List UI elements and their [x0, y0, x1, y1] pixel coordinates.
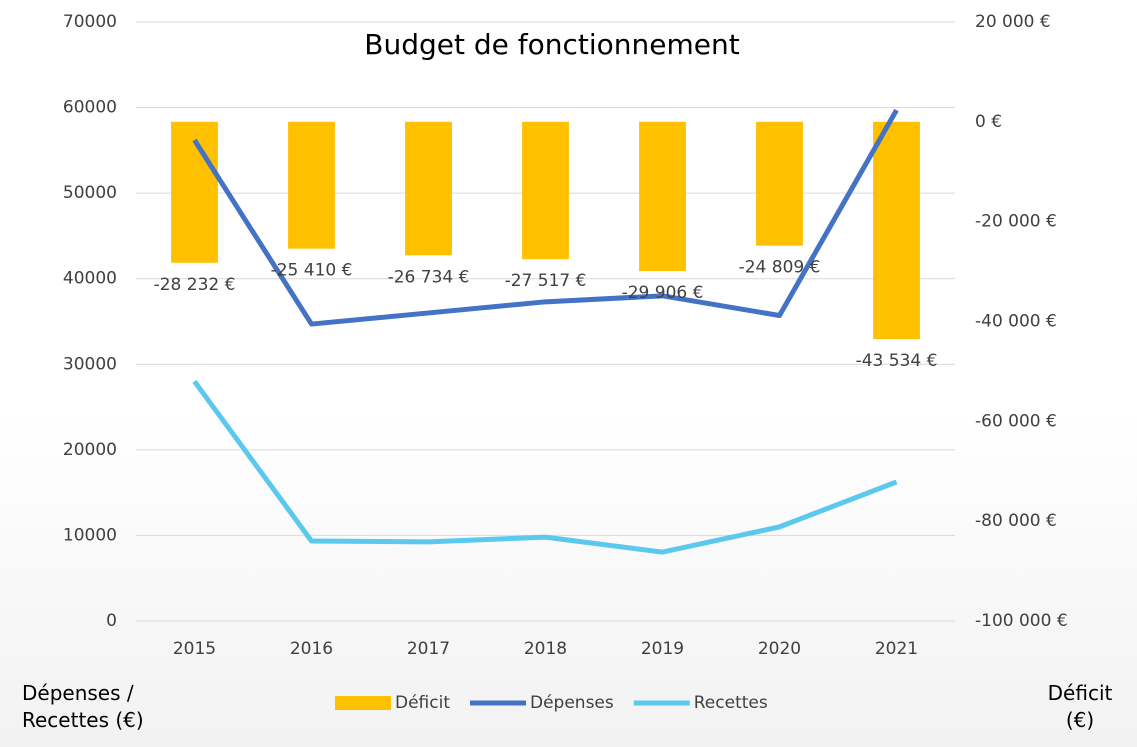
data-label: -29 906 €: [622, 283, 704, 303]
x-tick-label: 2019: [641, 639, 684, 659]
data-label: -28 232 €: [154, 275, 236, 295]
x-tick-label: 2017: [407, 639, 450, 659]
y2-axis-label: Déficit (€): [1047, 681, 1113, 732]
bar: [873, 121, 920, 340]
data-label: -26 734 €: [388, 267, 470, 287]
data-label: -43 534 €: [856, 351, 938, 371]
y-tick-label: 20000: [63, 440, 117, 460]
line: [192, 108, 899, 327]
legend-swatch: [335, 696, 391, 710]
y-tick-label: 50000: [63, 183, 117, 203]
x-tick-label: 2020: [758, 639, 801, 659]
chart-title: Budget de fonctionnement: [364, 28, 739, 61]
legend-label: Dépenses: [530, 693, 614, 713]
legend-label: Déficit: [395, 693, 450, 713]
legend-label: Recettes: [694, 693, 768, 713]
y-tick-label: 40000: [63, 269, 117, 289]
x-tick-label: 2021: [875, 639, 918, 659]
bar: [288, 121, 335, 249]
data-label: -25 410 €: [271, 261, 353, 281]
y-tick-label: 0: [106, 611, 117, 631]
bar: [522, 121, 569, 260]
bar: [405, 121, 452, 256]
bar: [756, 121, 803, 246]
y-tick-label: 10000: [63, 525, 117, 545]
y2-tick-label: 0 €: [975, 112, 1002, 132]
y-tick-label: 30000: [63, 354, 117, 374]
y2-tick-label: 20 000 €: [975, 12, 1051, 32]
data-label: -27 517 €: [505, 271, 587, 291]
y2-tick-label: -20 000 €: [975, 212, 1057, 232]
bar: [171, 121, 218, 263]
y-tick-label: 60000: [63, 98, 117, 118]
x-tick-label: 2018: [524, 639, 567, 659]
x-tick-label: 2016: [290, 639, 333, 659]
line: [192, 379, 898, 555]
y2-tick-label: -80 000 €: [975, 511, 1057, 531]
x-tick-label: 2015: [173, 639, 216, 659]
data-label: -24 809 €: [739, 258, 821, 278]
y2-tick-label: -60 000 €: [975, 411, 1057, 431]
y2-tick-label: -40 000 €: [975, 312, 1057, 332]
y-axis-label: Dépenses / Recettes (€): [22, 681, 144, 732]
y2-tick-label: -100 000 €: [975, 611, 1068, 631]
bar: [639, 121, 686, 272]
y-tick-label: 70000: [63, 12, 117, 32]
